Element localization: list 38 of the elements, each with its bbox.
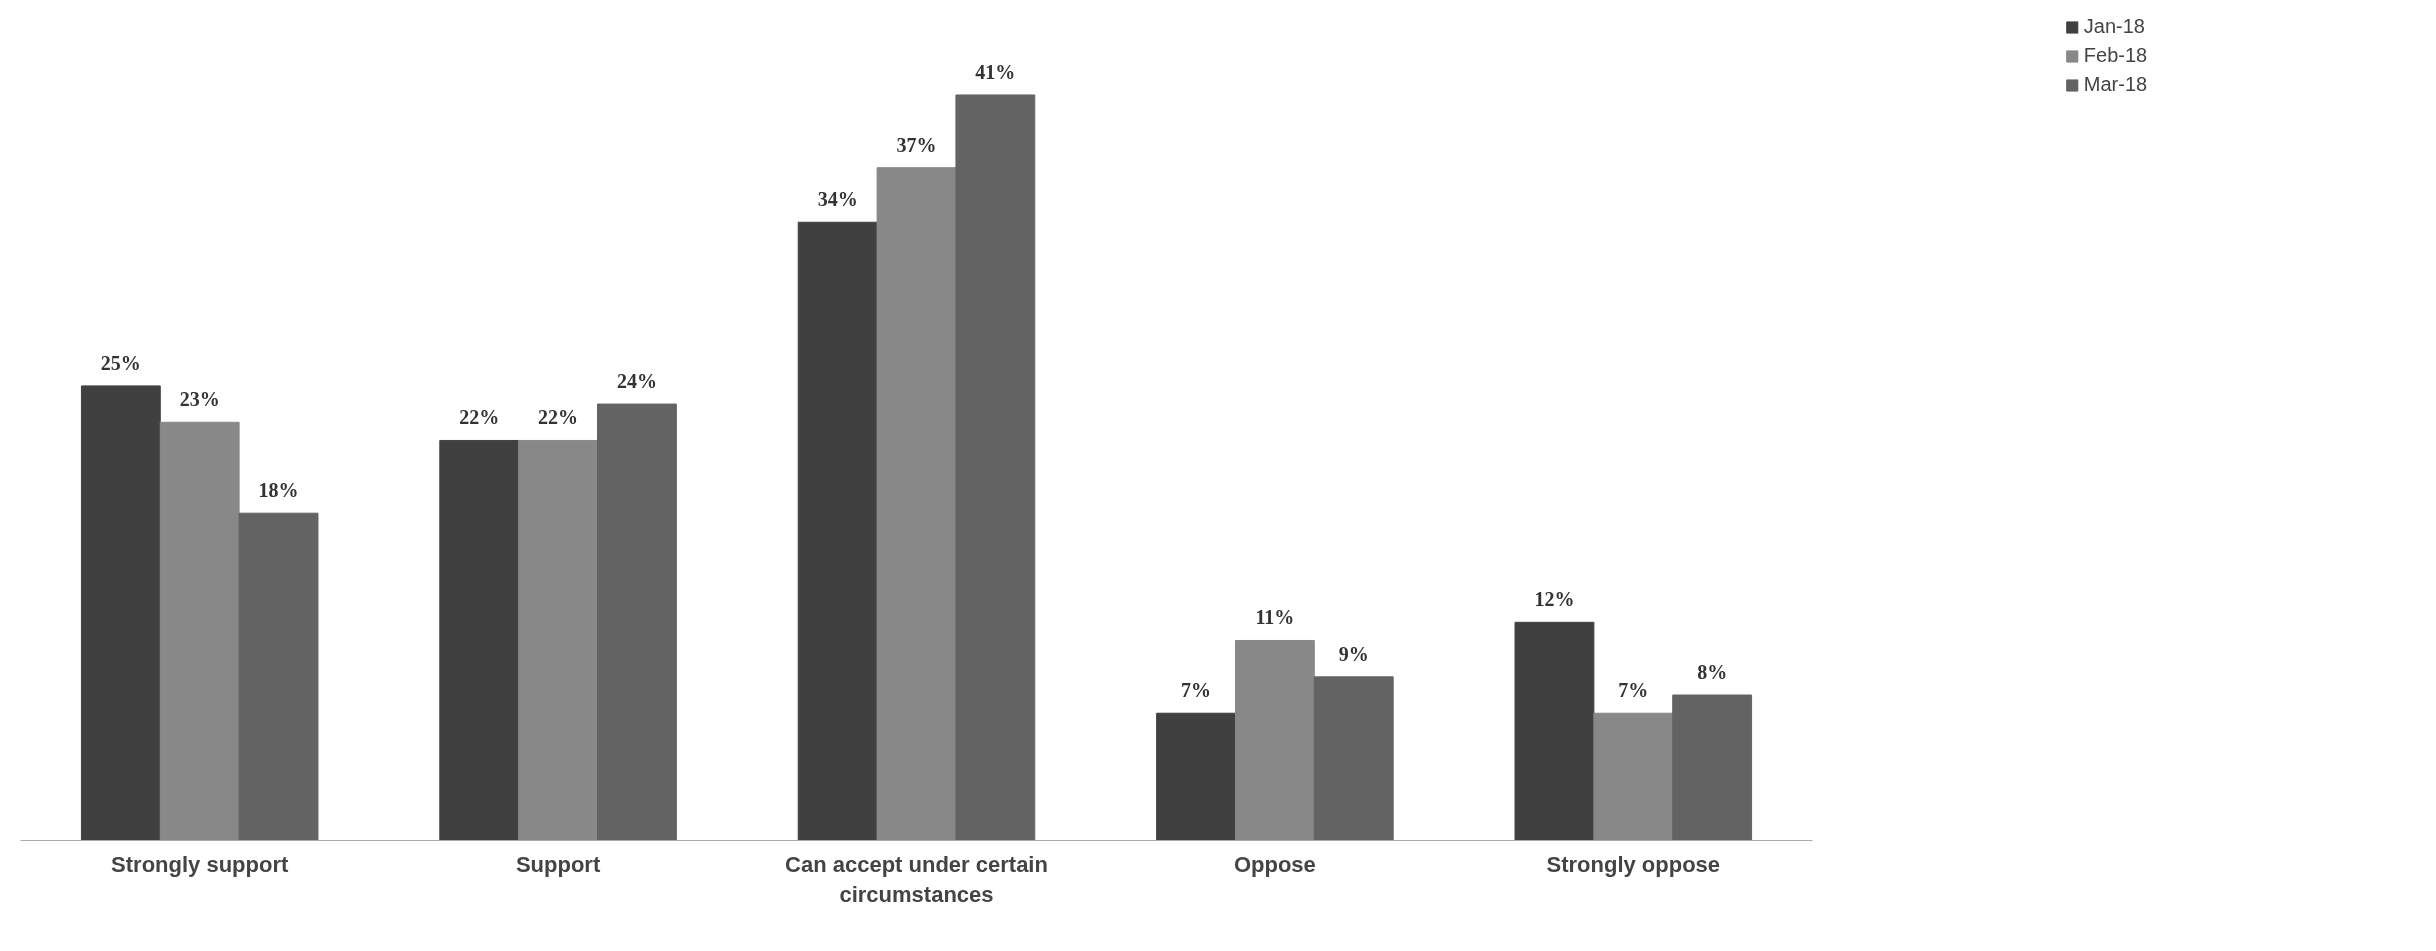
bar xyxy=(797,221,878,841)
data-label: 18% xyxy=(258,479,299,502)
data-label: 12% xyxy=(1534,588,1575,611)
bar xyxy=(80,385,161,841)
x-tick-label: Oppose xyxy=(1233,851,1316,877)
bar xyxy=(597,403,677,841)
legend-label: Jan-18 xyxy=(2083,15,2145,38)
data-label: 24% xyxy=(616,370,657,393)
data-label: 37% xyxy=(896,133,937,156)
x-tick-label: Strongly support xyxy=(111,851,289,877)
data-label: 7% xyxy=(1181,679,1212,702)
bar xyxy=(439,439,520,841)
data-label: 23% xyxy=(179,388,220,411)
bar xyxy=(238,512,319,841)
x-tick-label: Support xyxy=(515,851,601,877)
legend-label: Mar-18 xyxy=(2083,73,2148,96)
legend-label: Feb-18 xyxy=(2083,44,2148,67)
data-label: 41% xyxy=(975,60,1016,83)
bar xyxy=(159,421,240,841)
data-label: 25% xyxy=(100,351,141,374)
data-label: 22% xyxy=(538,406,579,429)
bar xyxy=(1593,712,1674,841)
bar xyxy=(1514,621,1595,841)
data-label: 22% xyxy=(459,406,500,429)
x-tick-label: Can accept under certain circumstances xyxy=(785,851,1048,907)
bar xyxy=(518,439,599,841)
x-tick-label: Strongly oppose xyxy=(1546,851,1721,877)
data-label: 7% xyxy=(1618,679,1649,702)
bar xyxy=(1672,694,1753,841)
data-label: 34% xyxy=(817,188,858,211)
bar xyxy=(955,94,1036,841)
bar xyxy=(1156,712,1236,841)
data-label: 8% xyxy=(1697,661,1728,684)
bar xyxy=(1234,639,1315,841)
bar xyxy=(876,167,957,841)
data-label: 11% xyxy=(1255,606,1295,629)
bar xyxy=(1313,676,1394,841)
data-label: 9% xyxy=(1338,642,1369,665)
